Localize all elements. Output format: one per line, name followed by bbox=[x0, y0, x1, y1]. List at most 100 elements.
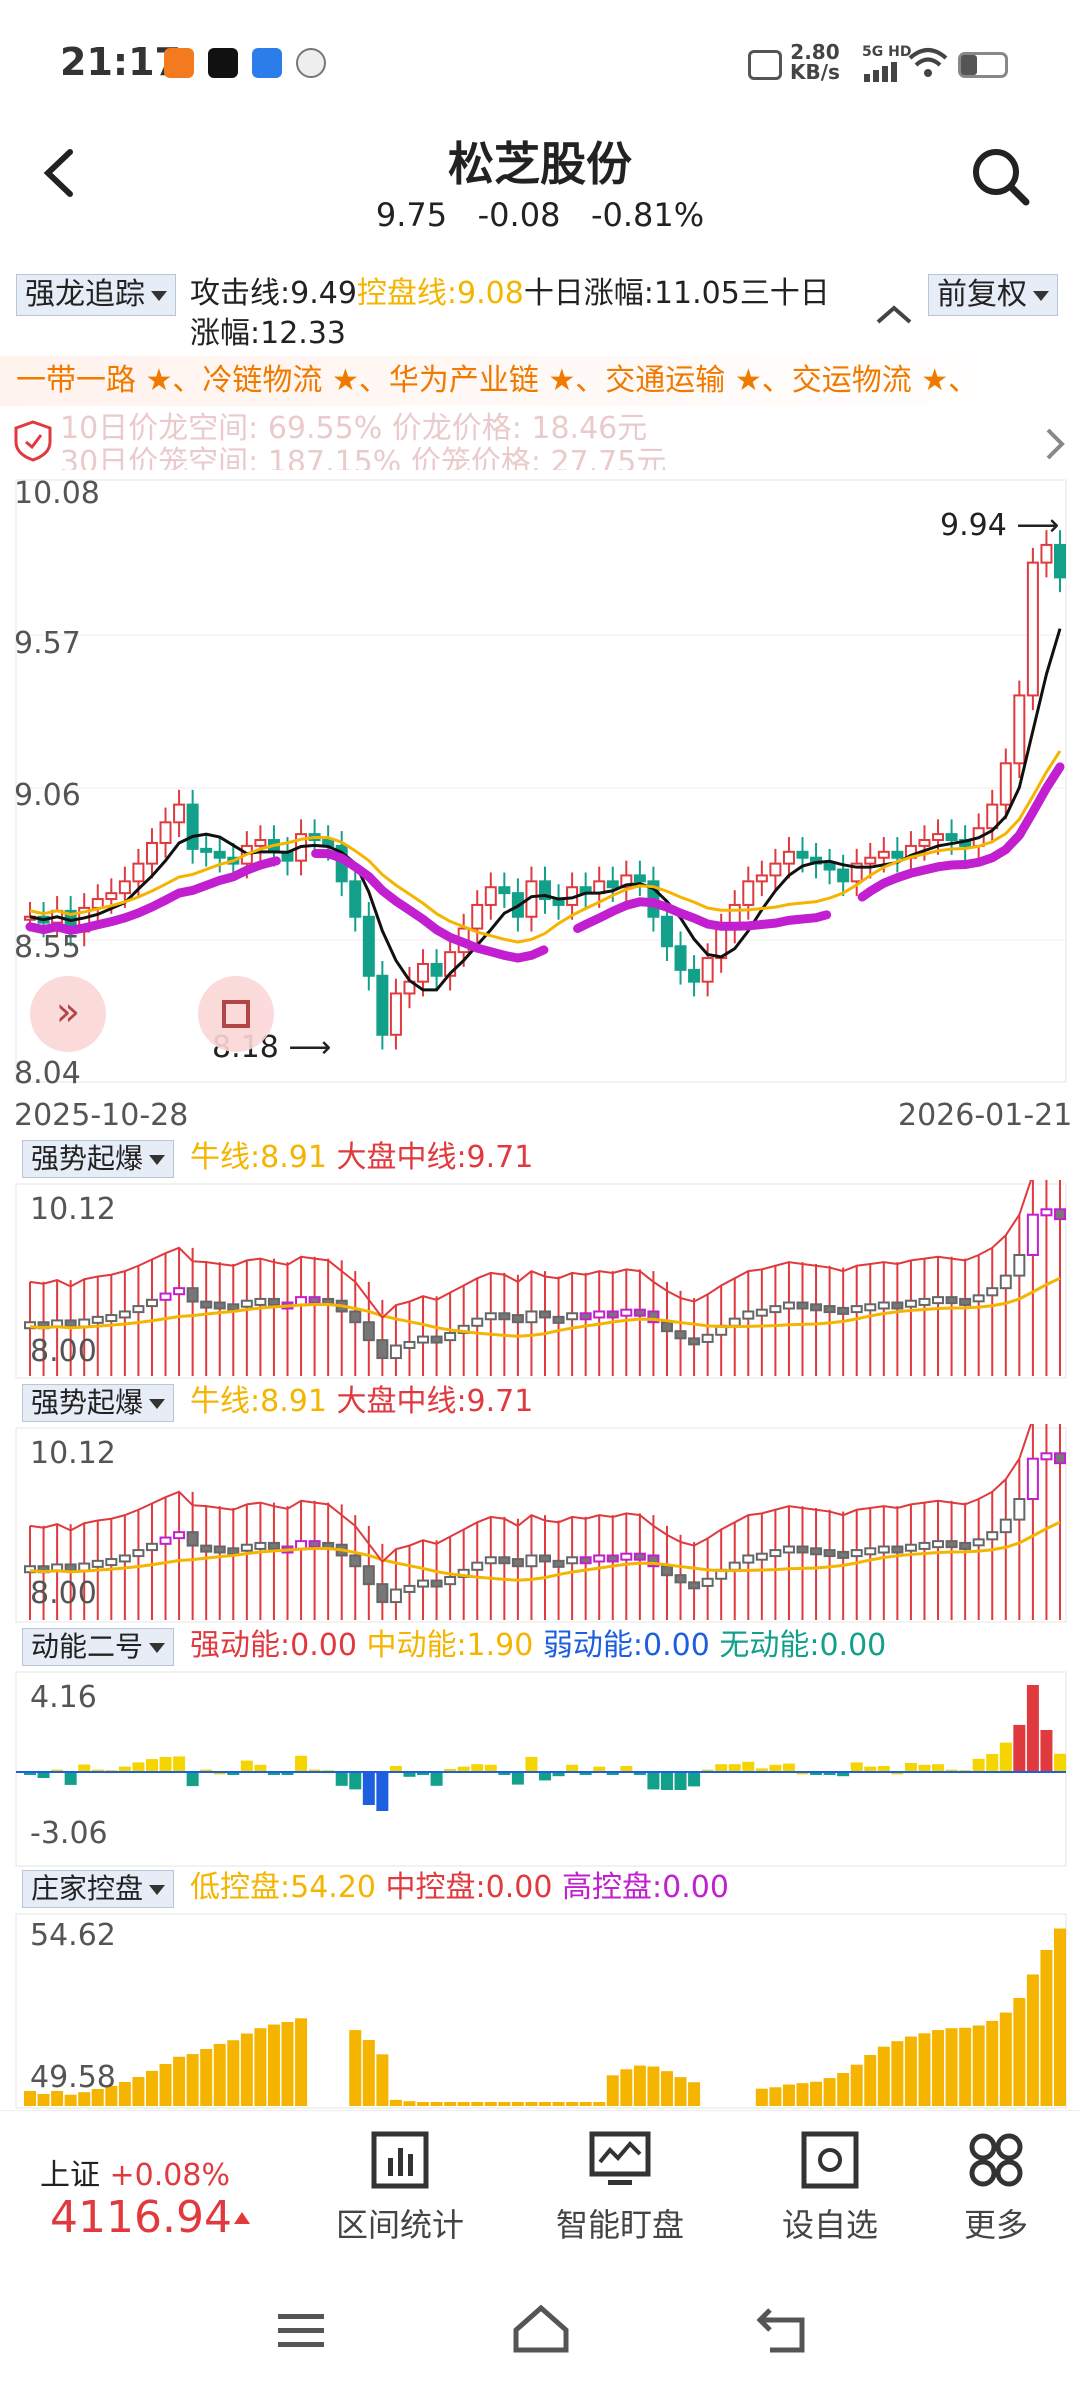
tiktok-icon bbox=[208, 48, 238, 78]
search-icon[interactable] bbox=[970, 146, 1030, 206]
panel-candle bbox=[660, 1565, 673, 1577]
momentum-bar bbox=[389, 1766, 402, 1772]
candle-body bbox=[701, 957, 714, 983]
panel-candle bbox=[633, 1552, 646, 1561]
chevron-right-icon[interactable] bbox=[1044, 426, 1068, 462]
control-bar bbox=[647, 2066, 660, 2106]
indicator-selector[interactable]: 强龙追踪 bbox=[16, 274, 176, 316]
index-ticker[interactable]: 上证 +0.08% bbox=[40, 2150, 230, 2194]
momentum-bar bbox=[620, 1766, 633, 1772]
candle-body bbox=[159, 821, 172, 844]
momentum-bar bbox=[173, 1756, 186, 1772]
bottom-bar bbox=[0, 2110, 1080, 2271]
panel-candle bbox=[240, 1543, 253, 1552]
menu-icon[interactable] bbox=[276, 2310, 326, 2352]
index-value: 4116.94 bbox=[50, 2192, 232, 2243]
panel-candle bbox=[850, 1305, 863, 1314]
panel-candle bbox=[579, 1312, 592, 1321]
control-bar bbox=[918, 2033, 931, 2106]
control-bar bbox=[403, 2101, 416, 2106]
panel-candle bbox=[986, 1531, 999, 1541]
control-bar bbox=[281, 2022, 294, 2106]
panel4-selector[interactable]: 庄家控盘 bbox=[22, 1870, 175, 1908]
panel-candle bbox=[376, 1339, 389, 1360]
control-bar bbox=[688, 2082, 701, 2106]
y-tick-min: 8.04 bbox=[14, 1056, 81, 1091]
candle-body bbox=[539, 880, 551, 901]
concept-tags[interactable]: 一带一路 ★、冷链物流 ★、华为产业链 ★、交通运输 ★、交运物流 ★、 bbox=[0, 356, 1080, 406]
candle-body bbox=[389, 992, 402, 1036]
momentum-bar bbox=[281, 1772, 294, 1775]
collapse-chevron-icon[interactable] bbox=[874, 302, 914, 326]
control-bar bbox=[566, 2102, 579, 2106]
panel-candle bbox=[728, 1317, 741, 1327]
tab-interval-stats[interactable]: 区间统计 bbox=[330, 2130, 470, 2246]
control-bar bbox=[457, 2102, 470, 2106]
panel-candle bbox=[864, 1547, 877, 1556]
panel1-chart[interactable] bbox=[0, 1180, 1080, 1380]
main-candlestick-chart[interactable] bbox=[0, 470, 1080, 1120]
control-bar bbox=[91, 2089, 104, 2106]
panel-candle bbox=[389, 1588, 402, 1604]
control-bar bbox=[864, 2055, 877, 2106]
panel-candle bbox=[904, 1299, 917, 1308]
control-bar bbox=[986, 2020, 999, 2106]
panel2-chart[interactable] bbox=[0, 1424, 1080, 1624]
panel-candle bbox=[945, 1540, 958, 1549]
panel-candle bbox=[24, 1321, 36, 1330]
momentum-bar bbox=[633, 1772, 646, 1775]
momentum-bar bbox=[145, 1759, 158, 1772]
panel-candle bbox=[606, 1554, 619, 1563]
back-nav-icon[interactable] bbox=[756, 2306, 808, 2354]
panel-candle bbox=[24, 1565, 36, 1574]
candle-body bbox=[430, 962, 443, 977]
panel-candle bbox=[389, 1344, 402, 1360]
panel-candle bbox=[430, 1579, 443, 1588]
panel3-selector[interactable]: 动能二号 bbox=[22, 1628, 175, 1666]
control-bar bbox=[145, 2070, 158, 2106]
control-bar bbox=[349, 2030, 362, 2106]
control-line-value: 控盘线:9.08 bbox=[356, 276, 524, 311]
panel-candle bbox=[173, 1287, 186, 1296]
momentum-bar bbox=[1040, 1730, 1053, 1772]
status-time: 21:17 bbox=[60, 40, 181, 84]
panel-candle bbox=[308, 1296, 321, 1305]
panel-candle bbox=[999, 1274, 1012, 1290]
home-icon[interactable] bbox=[512, 2304, 570, 2356]
market-midline bbox=[29, 1180, 1033, 1320]
control-bar bbox=[118, 2082, 131, 2106]
panel2-selector[interactable]: 强势起爆 bbox=[22, 1384, 175, 1422]
candle-body bbox=[769, 862, 782, 877]
expand-icon[interactable]: » bbox=[30, 976, 106, 1052]
panel3-chart[interactable] bbox=[0, 1668, 1080, 1868]
panel-candle bbox=[1013, 1498, 1026, 1521]
y-tick-2: 9.57 bbox=[14, 626, 81, 661]
panel-candle bbox=[1026, 1457, 1039, 1501]
panel4-chart[interactable] bbox=[0, 1910, 1080, 2110]
y-tick-4: 8.55 bbox=[14, 930, 81, 965]
candle-body bbox=[1040, 543, 1053, 564]
candle-body bbox=[349, 880, 362, 918]
panel-candle bbox=[64, 1563, 77, 1572]
momentum-bar bbox=[335, 1772, 348, 1786]
panel1-selector[interactable]: 强势起爆 bbox=[22, 1140, 175, 1178]
panel-candle bbox=[620, 1308, 633, 1317]
momentum-bar bbox=[444, 1769, 457, 1772]
tab-add-watchlist[interactable]: 设自选 bbox=[760, 2130, 900, 2246]
panel-candle bbox=[376, 1583, 389, 1604]
panel-candle bbox=[145, 1542, 158, 1552]
panel-candle bbox=[932, 1296, 945, 1305]
momentum-bar bbox=[64, 1772, 77, 1785]
adjust-selector[interactable]: 前复权 bbox=[928, 274, 1058, 316]
momentum-bar bbox=[552, 1772, 565, 1777]
price: 9.75 bbox=[375, 196, 448, 234]
control-bar bbox=[769, 2087, 782, 2106]
control-bar bbox=[254, 2028, 267, 2106]
candle-body bbox=[1013, 694, 1026, 765]
candle-body bbox=[755, 874, 768, 883]
tab-smart-monitor[interactable]: 智能盯盘 bbox=[550, 2130, 690, 2246]
tab-more[interactable]: 更多 bbox=[926, 2130, 1066, 2246]
back-arrow-icon[interactable] bbox=[40, 148, 80, 198]
fullscreen-icon[interactable] bbox=[198, 976, 274, 1052]
panel-candle bbox=[118, 1554, 131, 1563]
